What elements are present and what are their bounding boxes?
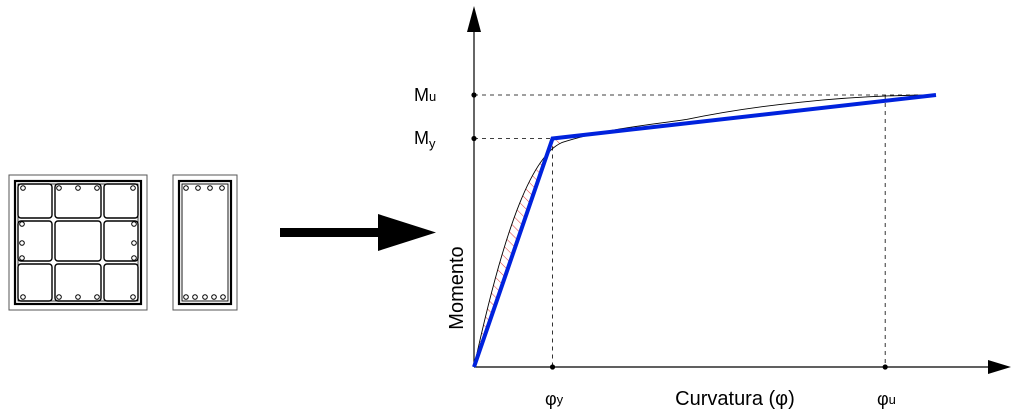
column-section xyxy=(8,174,148,311)
y-tick-label-mu: Mu xyxy=(414,85,436,105)
y-tick-label-my: My xyxy=(414,128,436,151)
x-tick-label-phiy: φy xyxy=(545,389,564,409)
x-tick-label-phiu: φu xyxy=(877,389,896,409)
beam-section xyxy=(172,174,238,311)
axes xyxy=(467,6,1011,374)
moment-curvature-curve xyxy=(473,94,937,368)
guide-lines xyxy=(474,94,936,367)
phiu-tick-dot xyxy=(882,364,888,370)
x-axis-label: Curvatura (φ) xyxy=(675,388,795,410)
x-axis-arrowhead xyxy=(988,360,1011,374)
moment-curvature-chart: Mu My φy φu Curvatura (φ) Momento xyxy=(414,6,1011,410)
my-tick-dot xyxy=(471,135,477,142)
y-axis-arrowhead xyxy=(467,6,481,32)
hatched-area xyxy=(474,95,936,367)
tick-dots xyxy=(471,92,888,370)
transition-arrow xyxy=(280,214,436,251)
mu-tick-dot xyxy=(471,92,477,98)
phiy-tick-dot xyxy=(549,364,556,370)
y-axis-label: Momento xyxy=(446,246,468,329)
bilinear-idealization xyxy=(472,93,937,368)
